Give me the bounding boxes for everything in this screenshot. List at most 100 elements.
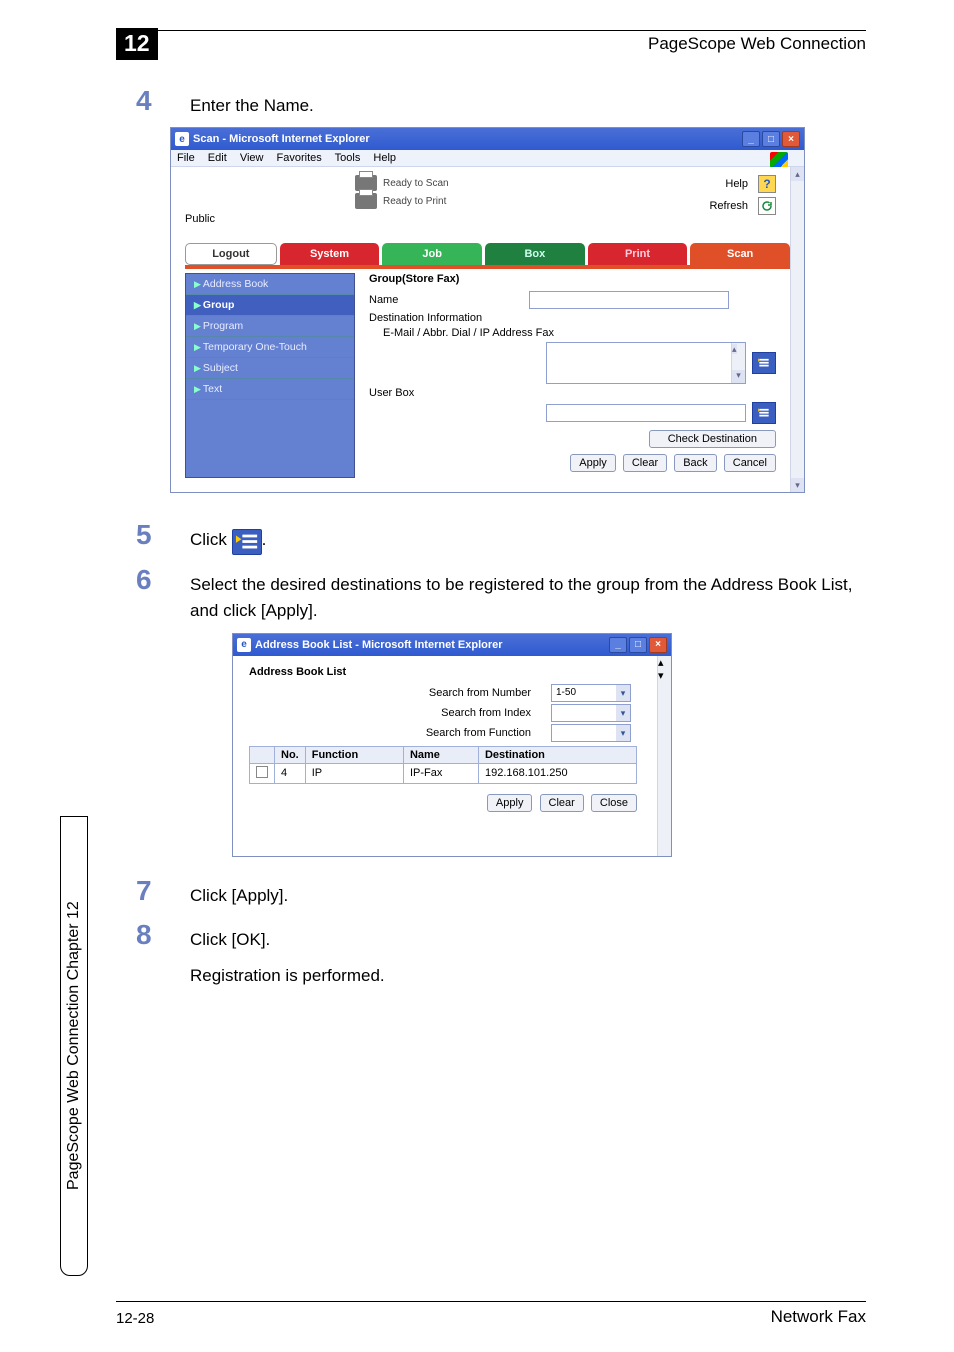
search-number-select[interactable]: 1-50▾: [551, 684, 631, 702]
help-icon[interactable]: ?: [758, 175, 776, 193]
name-label: Name: [369, 294, 529, 306]
scrollbar[interactable]: ▴ ▾: [657, 656, 671, 856]
abl-apply-button[interactable]: Apply: [487, 794, 533, 812]
step-number-8: 8: [136, 921, 190, 949]
refresh-label: Refresh: [709, 200, 748, 212]
col-check: [250, 746, 275, 763]
menu-tools[interactable]: Tools: [335, 152, 361, 164]
side-tab: PageScope Web Connection Chapter 12: [60, 816, 88, 1276]
footer-title: Network Fax: [771, 1307, 866, 1327]
step-8-followup: Registration is performed.: [190, 963, 385, 989]
header-title: PageScope Web Connection: [648, 34, 866, 54]
step-number-4: 4: [136, 87, 190, 115]
cell-name: IP-Fax: [403, 763, 478, 783]
cancel-button[interactable]: Cancel: [724, 454, 776, 472]
sidebar-item-address-book[interactable]: ▶Address Book: [186, 274, 354, 295]
printer-icon: [355, 193, 377, 209]
sidebar-item-subject[interactable]: ▶Subject: [186, 358, 354, 379]
tab-box[interactable]: Box: [485, 243, 585, 265]
sidebar-item-text[interactable]: ▶Text: [186, 379, 354, 400]
menu-view[interactable]: View: [240, 152, 264, 164]
table-row[interactable]: 4 IP IP-Fax 192.168.101.250: [250, 763, 637, 783]
status-print: Ready to Print: [383, 196, 446, 207]
menu-help[interactable]: Help: [373, 152, 396, 164]
name-input[interactable]: [529, 291, 729, 309]
sidebar-item-temporary[interactable]: ▶Temporary One-Touch: [186, 337, 354, 358]
sidebar-item-program[interactable]: ▶Program: [186, 316, 354, 337]
scroll-down-icon[interactable]: ▾: [791, 478, 804, 492]
dest-info-label: Destination Information: [369, 312, 529, 324]
form-header: Group(Store Fax): [369, 273, 776, 285]
maximize-button[interactable]: □: [762, 131, 780, 147]
search-function-select[interactable]: ▾: [551, 724, 631, 742]
apply-button[interactable]: Apply: [570, 454, 616, 472]
window-titlebar: e Scan - Microsoft Internet Explorer _ □…: [171, 128, 804, 150]
address-book-table: No. Function Name Destination 4 IP IP-Fa…: [249, 746, 637, 784]
tab-print[interactable]: Print: [588, 243, 688, 265]
chapter-number: 12: [116, 28, 158, 60]
step-5-text: Click .: [190, 521, 266, 554]
menu-edit[interactable]: Edit: [208, 152, 227, 164]
col-name: Name: [403, 746, 478, 763]
step-number-7: 7: [136, 877, 190, 905]
abl-close-button[interactable]: Close: [591, 794, 637, 812]
search-function-label: Search from Function: [426, 727, 531, 739]
windows-logo-icon: [770, 152, 788, 168]
refresh-icon[interactable]: [758, 197, 776, 215]
cell-no: 4: [275, 763, 306, 783]
screenshot-scan-window: e Scan - Microsoft Internet Explorer _ □…: [170, 127, 805, 493]
browse-list-icon: [232, 529, 262, 555]
screenshot-address-book-list: e Address Book List - Microsoft Internet…: [232, 633, 672, 857]
close-button[interactable]: ×: [782, 131, 800, 147]
abl-window-title: Address Book List - Microsoft Internet E…: [255, 639, 609, 651]
row-checkbox[interactable]: [256, 766, 268, 778]
step-8-text: Click [OK].: [190, 930, 270, 949]
tab-job[interactable]: Job: [382, 243, 482, 265]
step-7-text: Click [Apply].: [190, 877, 288, 909]
ie-app-icon: e: [175, 132, 189, 146]
col-destination: Destination: [478, 746, 636, 763]
abl-heading: Address Book List: [249, 666, 655, 678]
clear-button[interactable]: Clear: [623, 454, 667, 472]
browse-destination-button[interactable]: [752, 352, 776, 374]
minimize-button[interactable]: _: [609, 637, 627, 653]
scroll-up-icon[interactable]: ▴: [791, 167, 804, 181]
page-number: 12-28: [116, 1310, 154, 1327]
dest-textarea[interactable]: ▴▾: [546, 342, 746, 384]
minimize-button[interactable]: _: [742, 131, 760, 147]
status-scan: Ready to Scan: [383, 178, 449, 189]
cell-function: IP: [305, 763, 403, 783]
step-4-text: Enter the Name.: [190, 87, 314, 119]
tab-system[interactable]: System: [280, 243, 380, 265]
cell-destination: 192.168.101.250: [478, 763, 636, 783]
browse-userbox-button[interactable]: [752, 402, 776, 424]
step-6-text: Select the desired destinations to be re…: [190, 566, 866, 625]
col-function: Function: [305, 746, 403, 763]
back-button[interactable]: Back: [674, 454, 716, 472]
search-number-label: Search from Number: [429, 687, 531, 699]
maximize-button[interactable]: □: [629, 637, 647, 653]
user-box-input[interactable]: [546, 404, 746, 422]
email-line-label: E-Mail / Abbr. Dial / IP Address Fax: [383, 327, 554, 339]
scroll-down-icon[interactable]: ▾: [658, 669, 671, 682]
step-number-6: 6: [136, 566, 190, 594]
search-index-select[interactable]: ▾: [551, 704, 631, 722]
scrollbar[interactable]: ▴ ▾: [790, 167, 804, 492]
sidebar-item-group[interactable]: ▶Group: [186, 295, 354, 316]
user-box-label: User Box: [369, 387, 529, 399]
menu-file[interactable]: File: [177, 152, 195, 164]
menu-favorites[interactable]: Favorites: [277, 152, 322, 164]
public-label: Public: [185, 213, 790, 225]
tab-scan[interactable]: Scan: [690, 243, 790, 265]
search-index-label: Search from Index: [441, 707, 531, 719]
help-label: Help: [725, 178, 748, 190]
logout-button[interactable]: Logout: [185, 243, 277, 265]
col-no: No.: [275, 746, 306, 763]
ie-app-icon: e: [237, 638, 251, 652]
close-button[interactable]: ×: [649, 637, 667, 653]
check-destination-button[interactable]: Check Destination: [649, 430, 776, 448]
abl-clear-button[interactable]: Clear: [540, 794, 584, 812]
menu-bar: File Edit View Favorites Tools Help: [171, 150, 804, 167]
scroll-up-icon[interactable]: ▴: [658, 656, 671, 669]
step-number-5: 5: [136, 521, 190, 549]
